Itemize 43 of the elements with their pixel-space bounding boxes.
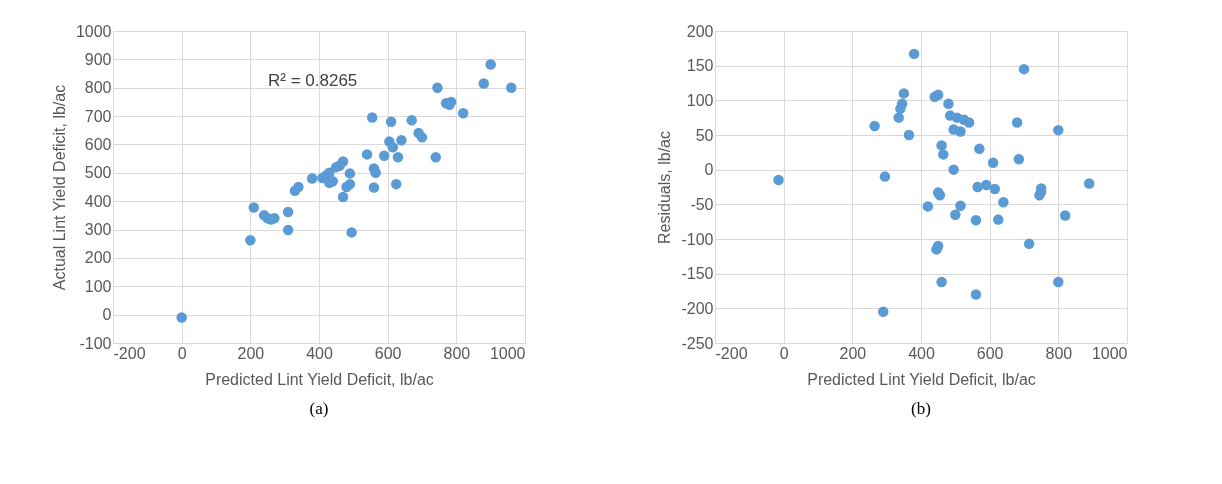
text: (a) bbox=[309, 399, 329, 418]
y-tick-label: 300 bbox=[84, 221, 112, 239]
y-tick-label: 100 bbox=[84, 277, 112, 295]
y-tick-label: 200 bbox=[84, 249, 112, 267]
x-tick-label: 1000 bbox=[1091, 344, 1128, 362]
y-tick-label: -100 bbox=[79, 334, 112, 352]
y-tick-label: 50 bbox=[695, 126, 714, 144]
y-tick-label: -150 bbox=[681, 265, 714, 283]
y-tick-label: -250 bbox=[681, 334, 714, 352]
x-tick-label: 0 bbox=[177, 344, 187, 362]
y-tick-label: 100 bbox=[686, 91, 714, 109]
y-tick-label: 0 bbox=[704, 161, 714, 179]
x-tick-label: 800 bbox=[443, 344, 471, 362]
y-tick-label: 400 bbox=[84, 192, 112, 210]
text: (b) bbox=[911, 399, 931, 418]
y-tick-label: 700 bbox=[84, 107, 112, 125]
y-tick-label: 200 bbox=[686, 22, 714, 40]
y-tick-label: 500 bbox=[84, 164, 112, 182]
x-tick-label: 200 bbox=[237, 344, 265, 362]
y-axis-title: Actual Lint Yield Deficit, lb/ac bbox=[50, 84, 68, 291]
x-tick-label: 400 bbox=[908, 344, 935, 362]
x-tick-label: 600 bbox=[374, 344, 402, 362]
x-tick-label: -200 bbox=[715, 344, 748, 362]
x-tick-label: 0 bbox=[779, 344, 789, 362]
y-axis-title: Residuals, lb/ac bbox=[656, 131, 674, 244]
x-tick-label: 800 bbox=[1045, 344, 1073, 362]
y-tick-label: 1000 bbox=[75, 22, 112, 40]
y-tick-label: -100 bbox=[681, 230, 714, 248]
y-tick-label: 800 bbox=[84, 79, 112, 97]
y-tick-label: 150 bbox=[686, 57, 714, 75]
y-tick-label: -50 bbox=[690, 195, 714, 213]
y-tick-label: 900 bbox=[84, 50, 112, 68]
y-tick-label: -200 bbox=[681, 299, 714, 317]
x-axis-title: Predicted Lint Yield Deficit, lb/ac bbox=[807, 370, 1036, 388]
x-tick-label: 400 bbox=[306, 344, 333, 362]
x-tick-label: -200 bbox=[113, 344, 146, 362]
annotation: R² = 0.8265 bbox=[268, 71, 358, 90]
x-tick-label: 200 bbox=[839, 344, 867, 362]
y-tick-label: 0 bbox=[102, 306, 112, 324]
x-axis-title: Predicted Lint Yield Deficit, lb/ac bbox=[205, 370, 434, 388]
x-tick-label: 600 bbox=[976, 344, 1004, 362]
y-tick-label: 600 bbox=[84, 135, 112, 153]
x-tick-label: 1000 bbox=[489, 344, 526, 362]
